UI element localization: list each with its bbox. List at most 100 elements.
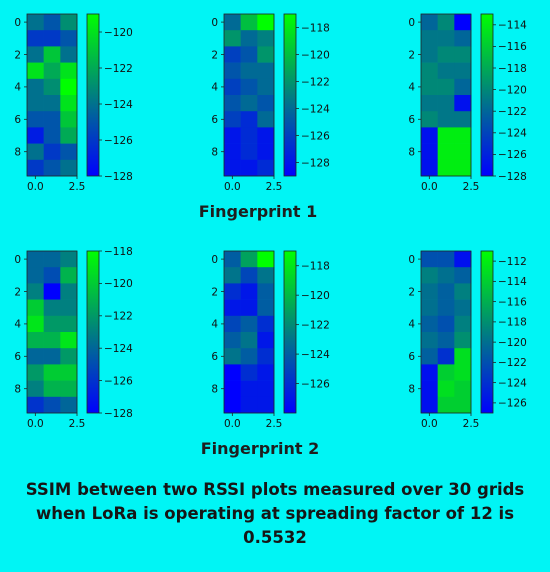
heatmap-frame xyxy=(223,13,275,177)
heatmap-cell xyxy=(43,14,61,31)
colorbar-tick-label: −126 xyxy=(104,375,133,387)
heatmap-panel-r2c1: 0 2 4 6 8 0.0 2.5 −118 −120 −122 −124 −126 −128 xyxy=(14,246,133,430)
colorbar xyxy=(283,250,297,414)
heatmap-cell xyxy=(437,364,455,381)
fingerprint-2-title: Fingerprint 2 xyxy=(201,439,320,458)
heatmap-cell xyxy=(257,315,275,333)
colorbar-tick-label: −124 xyxy=(301,103,330,115)
y-tick-label: 8 xyxy=(408,384,415,396)
heatmap-cell xyxy=(454,127,472,144)
heatmap-cell xyxy=(437,30,455,47)
heatmap-cell xyxy=(421,78,438,96)
heatmap-cell xyxy=(240,348,258,365)
x-tick-label: 0.0 xyxy=(27,418,44,430)
colorbar-tick-label: −120 xyxy=(498,337,527,349)
heatmap-cell xyxy=(224,267,241,284)
y-tick-label: 2 xyxy=(408,286,415,298)
heatmap-cell xyxy=(454,348,472,365)
heatmap-cell xyxy=(27,111,44,128)
heatmap-cell xyxy=(60,143,78,161)
heatmap-cell xyxy=(240,396,258,414)
colorbar-tick-label: −114 xyxy=(498,20,527,32)
heatmap-cell xyxy=(27,396,44,414)
heatmap-cell xyxy=(421,159,438,177)
heatmap-cell xyxy=(257,127,275,144)
y-tick-label: 4 xyxy=(14,82,21,94)
heatmap-cell xyxy=(421,95,438,112)
heatmap-cell xyxy=(257,364,275,381)
colorbar-tick-label: −118 xyxy=(104,246,133,258)
heatmap-cell xyxy=(60,127,78,144)
heatmap-cell xyxy=(437,46,455,63)
colorbar-tick-label: −120 xyxy=(301,49,330,61)
y-tick-label: 2 xyxy=(211,49,218,61)
colorbar-tick-label: −118 xyxy=(301,22,330,34)
heatmap-frame xyxy=(420,250,472,414)
x-tick-label: 2.5 xyxy=(266,418,283,430)
heatmap-cell xyxy=(240,46,258,63)
heatmap-cell xyxy=(257,111,275,128)
y-tick-label: 4 xyxy=(408,319,415,331)
heatmap-panel-r1c3: 0 2 4 6 8 0.0 2.5 −114 −116 −118 −120 −122 −124 −126 −… xyxy=(408,13,527,193)
heatmap-cell xyxy=(437,78,455,96)
heatmap-cell xyxy=(421,143,438,161)
heatmap-cell xyxy=(60,30,78,47)
heatmap-panel-r1c2: 0 2 4 6 8 0.0 2.5 −118 −120 −122 −124 −126 −128 xyxy=(211,13,330,193)
heatmap-cell xyxy=(224,46,241,63)
heatmap-cell xyxy=(437,95,455,112)
heatmap-cell xyxy=(454,30,472,47)
heatmap-cell xyxy=(60,46,78,63)
heatmap-cell xyxy=(240,95,258,112)
heatmap-cell xyxy=(27,348,44,365)
heatmap-cell xyxy=(43,62,61,80)
heatmap-cell xyxy=(27,159,44,177)
heatmap-cell xyxy=(257,283,275,300)
y-tick-label: 4 xyxy=(14,319,21,331)
heatmap-cell xyxy=(421,380,438,398)
x-tick-label: 2.5 xyxy=(463,181,480,193)
heatmap-cell xyxy=(224,380,241,398)
heatmap-cell xyxy=(421,364,438,381)
y-tick-label: 0 xyxy=(408,17,415,29)
colorbar-tick-label: −122 xyxy=(104,63,133,75)
heatmap-cell xyxy=(27,127,44,144)
heatmap-cell xyxy=(257,14,275,31)
colorbar-tick-label: −118 xyxy=(301,261,330,273)
heatmap-cell xyxy=(60,251,78,268)
y-tick-label: 4 xyxy=(211,319,218,331)
caption-line-1: SSIM between two RSSI plots measured ove… xyxy=(25,480,525,499)
heatmap-cell xyxy=(437,332,455,349)
heatmap-cell xyxy=(27,299,44,317)
colorbar-tick-label: −122 xyxy=(498,357,527,369)
heatmap-cell xyxy=(60,380,78,398)
heatmap-cell xyxy=(60,95,78,112)
heatmap-cell xyxy=(224,127,241,144)
colorbar-tick-label: −122 xyxy=(104,311,133,323)
heatmap-cell xyxy=(27,14,44,31)
heatmap-cell xyxy=(43,315,61,333)
colorbar-tick-label: −124 xyxy=(498,128,527,140)
heatmap-cell xyxy=(257,348,275,365)
heatmap-cell xyxy=(421,14,438,31)
y-tick-label: 6 xyxy=(211,351,218,363)
heatmap-cell xyxy=(454,46,472,63)
colorbar-tick-label: −114 xyxy=(498,276,527,288)
heatmap-cell xyxy=(60,315,78,333)
heatmap-cell xyxy=(257,78,275,96)
heatmap-cell xyxy=(257,30,275,47)
heatmap-cell xyxy=(224,283,241,300)
colorbar-tick-label: −120 xyxy=(104,278,133,290)
x-tick-label: 2.5 xyxy=(69,418,86,430)
heatmap-cell xyxy=(240,159,258,177)
y-tick-label: 4 xyxy=(408,82,415,94)
heatmap-cell xyxy=(421,332,438,349)
fingerprint-1-title: Fingerprint 1 xyxy=(199,202,318,221)
heatmap-cell xyxy=(224,111,241,128)
heatmap-cell xyxy=(437,283,455,300)
colorbar-tick-label: −128 xyxy=(498,171,527,183)
heatmap-cell xyxy=(240,267,258,284)
heatmap-cell xyxy=(421,62,438,80)
heatmap-cell xyxy=(257,46,275,63)
heatmap-panel-r2c2: 0 2 4 6 8 0.0 2.5 −118 −120 −122 −124 −126 xyxy=(211,250,330,430)
